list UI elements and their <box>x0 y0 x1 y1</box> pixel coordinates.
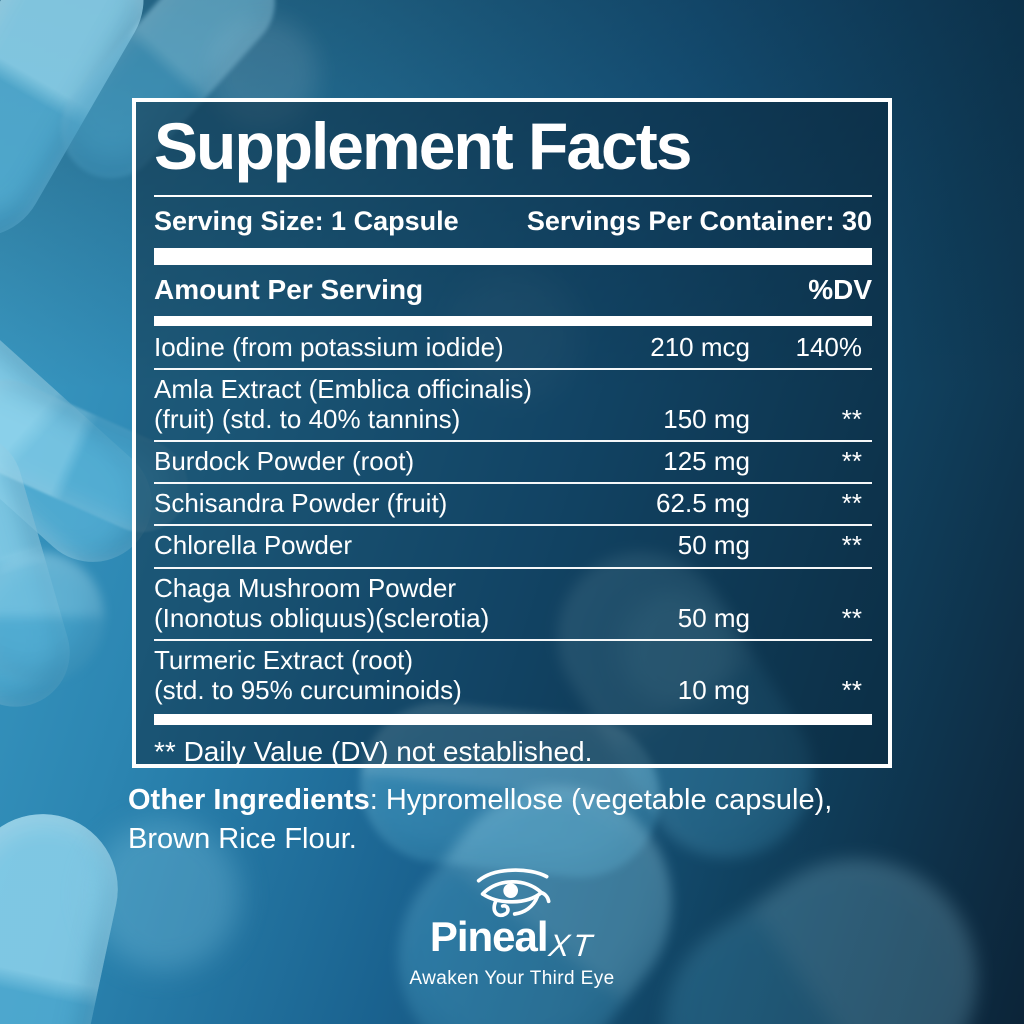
serving-size: Serving Size: 1 Capsule <box>154 205 459 236</box>
ingredient-amount: 62.5 mg <box>656 488 750 519</box>
ingredient-amount: 125 mg <box>663 446 750 477</box>
amount-per-serving-header: Amount Per Serving <box>154 273 424 305</box>
ingredient-dv: ** <box>841 602 862 633</box>
other-ingredients-line2: Brown Rice Flour. <box>128 822 357 855</box>
ingredient-row: Burdock Powder (root) 125 mg ** <box>154 440 872 482</box>
brand-name: Pineal XT <box>0 913 1024 964</box>
divider-bar-medium <box>154 315 872 326</box>
ingredient-row: Amla Extract (Emblica officinalis) (frui… <box>154 367 872 440</box>
other-ingredients-label: Other Ingredients <box>128 784 370 816</box>
brand-name-suffix: XT <box>546 928 597 963</box>
ingredient-name: Turmeric Extract (root) (std. to 95% cur… <box>154 644 462 706</box>
ingredient-dv: ** <box>841 530 862 561</box>
dv-header: %DV <box>808 273 872 305</box>
ingredient-amount: 210 mcg <box>650 331 750 362</box>
dv-footnote: ** Daily Value (DV) not established. <box>154 736 593 768</box>
amount-header-row: Amount Per Serving %DV <box>154 265 872 316</box>
ingredient-name: Iodine (from potassium iodide) <box>154 331 504 362</box>
other-ingredients-text: : Hypromellose (vegetable capsule), <box>369 784 833 816</box>
capsule-shape <box>0 552 104 682</box>
supplement-facts-panel: Supplement Facts Serving Size: 1 Capsule… <box>132 98 892 768</box>
panel-title: Supplement Facts <box>154 109 692 183</box>
ingredient-amount: 50 mg <box>677 602 750 633</box>
ingredient-name: Burdock Powder (root) <box>154 446 415 477</box>
ingredient-table: Iodine (from potassium iodide) 210 mcg 1… <box>154 328 872 712</box>
ingredient-row: Iodine (from potassium iodide) 210 mcg 1… <box>154 328 872 368</box>
ingredient-name: Amla Extract (Emblica officinalis) (frui… <box>154 373 533 434</box>
divider-bar-thick <box>154 247 872 265</box>
serving-row: Serving Size: 1 Capsule Servings Per Con… <box>154 197 872 248</box>
servings-per-container: Servings Per Container: 30 <box>526 205 872 236</box>
divider-thin <box>154 194 872 197</box>
bokeh-light <box>90 820 240 970</box>
ingredient-row: Chaga Mushroom Powder (Inonotus obliquus… <box>154 566 872 639</box>
eye-of-horus-icon <box>476 868 551 918</box>
ingredient-dv: ** <box>841 488 862 519</box>
ingredient-name: Chlorella Powder <box>154 530 352 561</box>
ingredient-amount: 50 mg <box>677 530 750 561</box>
other-ingredients: Other Ingredients: Hypromellose (vegetab… <box>128 781 888 858</box>
ingredient-amount: 10 mg <box>677 675 750 706</box>
ingredient-row: Chlorella Powder 50 mg ** <box>154 524 872 566</box>
divider-bar-bottom <box>154 714 872 726</box>
brand-tagline: Awaken Your Third Eye <box>409 968 615 989</box>
brand-name-main: Pineal <box>429 913 549 960</box>
ingredient-dv: ** <box>841 403 862 434</box>
ingredient-row: Schisandra Powder (fruit) 62.5 mg ** <box>154 482 872 524</box>
ingredient-row: Turmeric Extract (root) (std. to 95% cur… <box>154 638 872 711</box>
ingredient-name: Schisandra Powder (fruit) <box>154 488 448 519</box>
ingredient-name: Chaga Mushroom Powder (Inonotus obliquus… <box>154 572 490 633</box>
brand-logo: Pineal XT Awaken Your Third Eye <box>0 866 1024 990</box>
ingredient-dv: ** <box>841 446 862 477</box>
ingredient-dv: 140% <box>795 331 863 362</box>
ingredient-dv: ** <box>841 675 862 706</box>
ingredient-amount: 150 mg <box>663 403 750 434</box>
